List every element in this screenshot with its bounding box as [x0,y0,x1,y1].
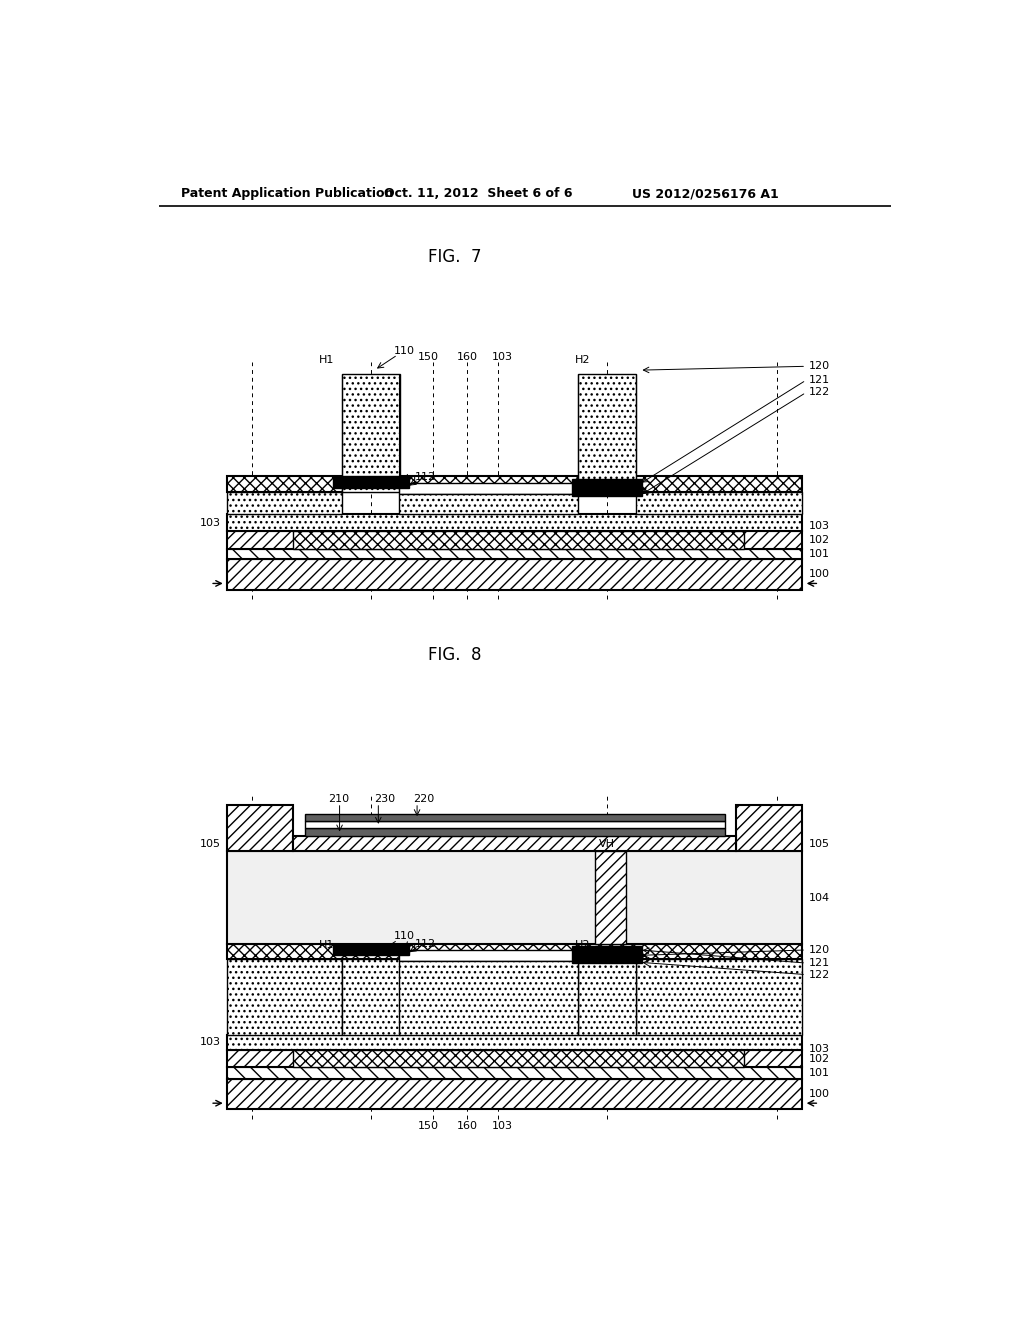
Text: 122: 122 [809,970,829,979]
Text: 220: 220 [414,795,434,804]
Bar [227,851,802,944]
Bar [305,814,725,821]
Bar [579,374,636,492]
Bar [399,494,579,515]
Text: 111: 111 [397,942,419,953]
Bar [636,492,802,515]
Bar [293,836,736,851]
Bar [227,944,802,960]
Bar [227,805,293,851]
Text: 103: 103 [200,1038,221,1047]
Text: 112: 112 [415,473,436,482]
Text: H1: H1 [318,355,334,366]
Bar [227,558,802,590]
Text: 100: 100 [809,569,829,579]
Bar [736,805,802,851]
Text: 160: 160 [457,352,478,362]
Text: 103: 103 [809,521,829,532]
Text: FIG.  7: FIG. 7 [428,248,482,265]
Text: 103: 103 [200,517,221,528]
Bar [227,492,342,515]
Text: Patent Application Publication: Patent Application Publication [180,187,393,201]
Text: Oct. 11, 2012  Sheet 6 of 6: Oct. 11, 2012 Sheet 6 of 6 [384,187,572,201]
Text: 121: 121 [809,958,829,968]
Text: 100: 100 [809,1089,829,1100]
Bar [399,961,579,1035]
Text: 210: 210 [328,795,349,804]
Bar [636,960,802,1035]
Bar [305,829,725,836]
Bar [227,1067,802,1078]
Bar [227,477,802,492]
Bar [572,946,642,964]
Text: 112: 112 [415,939,436,949]
Text: 110: 110 [394,346,415,356]
Bar [227,1078,802,1109]
Text: 104: 104 [809,892,829,903]
Bar [227,1035,802,1051]
Text: 103: 103 [809,1044,829,1053]
Bar [399,950,579,961]
Text: 102: 102 [809,535,829,545]
Text: US 2012/0256176 A1: US 2012/0256176 A1 [632,187,778,201]
Text: 230: 230 [375,795,395,804]
Text: 101: 101 [809,1068,829,1077]
Text: 150: 150 [418,352,439,362]
Bar [333,944,409,956]
Bar [572,479,642,496]
Text: H2: H2 [574,940,590,950]
Text: 110: 110 [394,931,415,941]
Bar [333,477,409,488]
Text: 121: 121 [809,375,829,385]
Text: VH: VH [599,838,615,849]
Bar [579,960,636,1035]
Bar [595,851,627,944]
Bar [227,515,802,531]
Text: 105: 105 [200,838,221,849]
Text: 150: 150 [418,1121,439,1131]
Text: H1: H1 [318,940,334,950]
Text: 103: 103 [492,352,513,362]
Text: 102: 102 [809,1053,829,1064]
Text: 101: 101 [809,549,829,558]
Bar [342,374,400,492]
Bar [399,483,579,494]
Bar [227,960,342,1035]
Bar [293,531,744,549]
Text: 103: 103 [492,1121,513,1131]
Text: H2: H2 [574,355,590,366]
Text: 120: 120 [809,945,829,954]
Text: 160: 160 [457,1121,478,1131]
Text: FIG.  8: FIG. 8 [428,645,482,664]
Bar [293,1051,744,1067]
Text: 111: 111 [397,475,419,486]
Text: 105: 105 [809,838,829,849]
Text: 120: 120 [809,362,829,371]
Bar [305,821,725,829]
Bar [227,549,802,558]
Bar [227,1051,802,1067]
Bar [342,960,400,1035]
Text: 122: 122 [809,388,829,397]
Bar [227,531,802,549]
